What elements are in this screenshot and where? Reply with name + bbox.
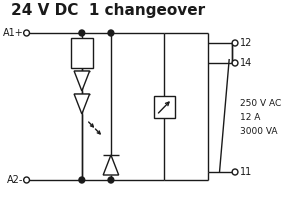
Text: 11: 11 — [240, 167, 252, 177]
Circle shape — [108, 177, 114, 183]
Text: 12: 12 — [240, 38, 252, 48]
Polygon shape — [74, 71, 90, 91]
Polygon shape — [74, 94, 90, 114]
Text: 24 V DC  1 changeover: 24 V DC 1 changeover — [11, 3, 205, 18]
Circle shape — [79, 30, 85, 36]
Circle shape — [232, 40, 238, 46]
Text: A2-: A2- — [7, 175, 24, 185]
Circle shape — [108, 30, 114, 36]
Text: 14: 14 — [240, 58, 252, 68]
Text: 250 V AC: 250 V AC — [240, 99, 281, 109]
Polygon shape — [103, 155, 119, 175]
Text: A1+: A1+ — [3, 28, 24, 38]
Bar — [71, 38, 92, 68]
Circle shape — [24, 30, 29, 36]
Text: 12 A: 12 A — [240, 114, 260, 123]
Circle shape — [79, 177, 85, 183]
Bar — [154, 96, 175, 118]
Circle shape — [232, 60, 238, 66]
Text: 3000 VA: 3000 VA — [240, 128, 278, 136]
Circle shape — [232, 169, 238, 175]
Circle shape — [24, 177, 29, 183]
